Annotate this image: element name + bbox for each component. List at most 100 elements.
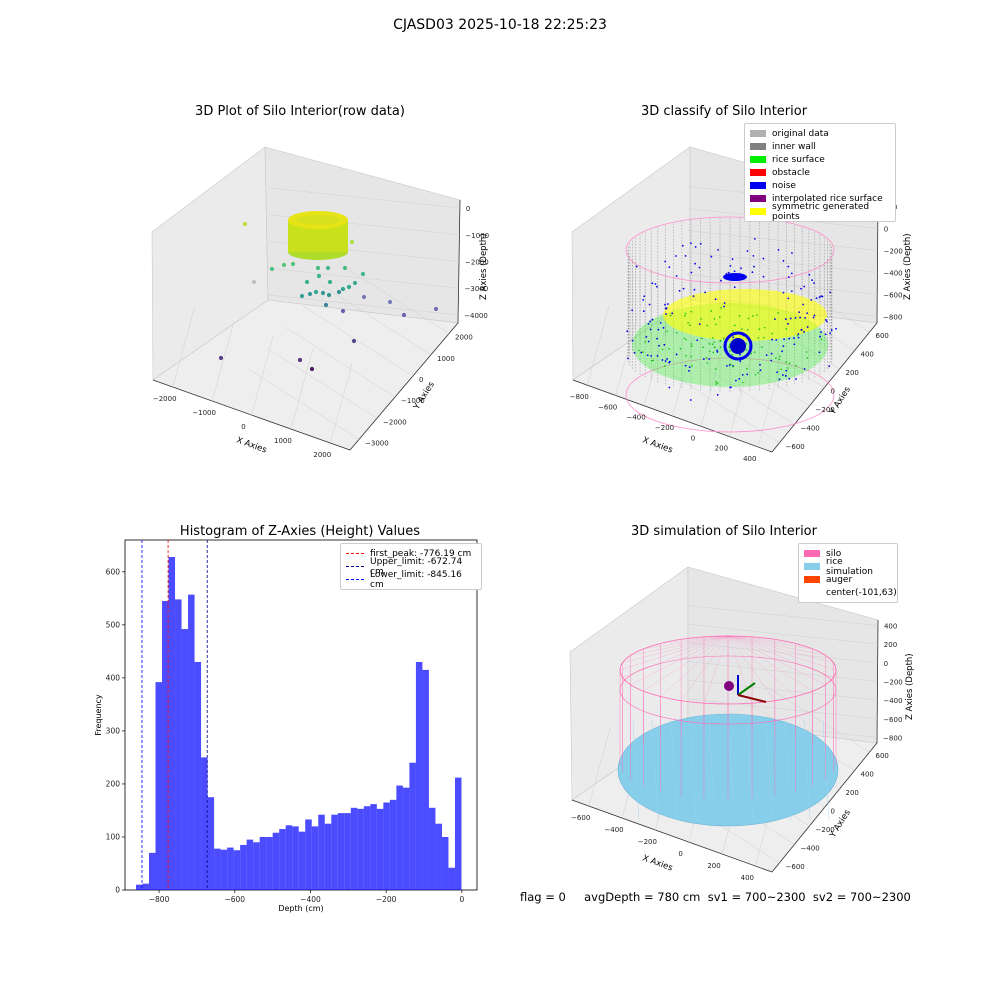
rice-mesh-line (632, 719, 640, 821)
histogram-bar (350, 807, 358, 890)
histogram-x-axis-label: Depth (cm) (278, 904, 323, 913)
noise-point (681, 244, 684, 247)
noise-point (784, 318, 787, 320)
noise-point (698, 323, 701, 326)
rice-surface-point (779, 355, 781, 358)
silo-roof-line (622, 635, 729, 678)
rice-surface-point (757, 337, 760, 339)
rice-surface-point (705, 356, 708, 359)
noise-point (820, 331, 822, 334)
data-point (315, 265, 321, 271)
noise-point (665, 313, 667, 315)
noise-point (631, 339, 634, 342)
silo-roof-line (727, 635, 753, 704)
noise-point (818, 296, 821, 299)
histogram-bar (207, 797, 215, 890)
data-point (325, 265, 331, 271)
rice-mesh-line (689, 719, 697, 821)
grid-line (687, 642, 878, 664)
histogram-bar (363, 806, 371, 890)
legend-item-original-data: original data (750, 127, 890, 140)
noise-point (658, 344, 660, 347)
noise-point (684, 364, 687, 367)
rice-surface-point (679, 348, 682, 350)
z-tick-label: 400 (884, 623, 897, 631)
grid-line (284, 326, 396, 398)
y-tick-label: 100 (106, 832, 121, 841)
rice-surface-point (690, 345, 693, 347)
rice-surface-point (756, 314, 758, 316)
noise-point (626, 330, 629, 332)
rice-surface-point (758, 328, 761, 330)
rice-surface-point (738, 315, 741, 317)
histogram-bars (135, 556, 462, 890)
auger-marker (724, 681, 734, 691)
noise-point (784, 374, 787, 377)
rice-surface-point (715, 383, 718, 385)
rice-surface-point (708, 350, 711, 353)
noise-point (790, 290, 793, 292)
silo-roof-line (703, 635, 729, 638)
legend-item-auger: auger (804, 573, 892, 586)
z-tick-label: −3000 (465, 285, 489, 293)
grid-line (248, 369, 360, 440)
rice-surface-point (711, 343, 714, 345)
grid-line (687, 252, 878, 273)
data-point (290, 261, 296, 267)
noise-point (649, 320, 651, 323)
rice-surface-point (746, 329, 749, 331)
z-tick-label: −600 (883, 291, 902, 299)
histogram-bar (175, 599, 182, 890)
rice-mesh-line (708, 719, 716, 821)
histogram-bar (389, 799, 397, 890)
noise-point (656, 285, 658, 288)
z-tick-label: −800 (883, 734, 902, 742)
x-tick-label: −1000 (192, 409, 216, 417)
silo-roof-line (630, 635, 729, 685)
histogram-bar (266, 836, 273, 890)
noise-point (650, 354, 653, 357)
noise-point (806, 312, 809, 315)
simulation-x-axis-label: X Axies (641, 853, 674, 873)
histogram-bar (181, 629, 189, 890)
noise-point (678, 289, 681, 292)
rice-surface-point (734, 324, 736, 327)
noise-point (753, 265, 755, 268)
noise-point (666, 358, 668, 360)
data-point (326, 292, 332, 298)
grid-line (684, 354, 795, 425)
classify-plot-title: 3D classify of Silo Interior (640, 104, 808, 119)
z-tick-label: 0 (466, 205, 470, 213)
rice-surface-point (713, 318, 716, 320)
noise-point (824, 319, 827, 321)
rice-surface-point (702, 346, 704, 348)
rice-surface-point (684, 312, 687, 315)
legend-item-silo: silo (804, 547, 892, 560)
noise-point (642, 298, 645, 301)
x-tick-label: −200 (638, 838, 657, 846)
legend-item-obstacle: obstacle (750, 166, 890, 179)
noise-point (798, 311, 801, 313)
auger-axis-y (737, 682, 756, 696)
noise-point (738, 378, 741, 380)
histogram-bar (246, 839, 254, 890)
simulation-z-axis-label: Z Axies (Depth) (905, 653, 915, 720)
histogram-bar (331, 814, 338, 890)
grid-line (211, 320, 235, 402)
noise-point (649, 328, 652, 331)
rice-surface-point (729, 363, 732, 366)
rice-surface-point (806, 357, 809, 359)
noise-point (671, 312, 674, 315)
histogram-reference-lines (141, 540, 208, 890)
data-point (361, 294, 367, 300)
grid-line (330, 362, 353, 444)
noise-point (759, 363, 761, 366)
rice-surface-point (644, 341, 647, 343)
noise-point (791, 252, 793, 254)
noise-point (688, 369, 690, 372)
rice-surface-point (670, 314, 672, 317)
noise-point (803, 368, 806, 370)
noise-point (675, 275, 678, 277)
noise-point (656, 354, 659, 357)
